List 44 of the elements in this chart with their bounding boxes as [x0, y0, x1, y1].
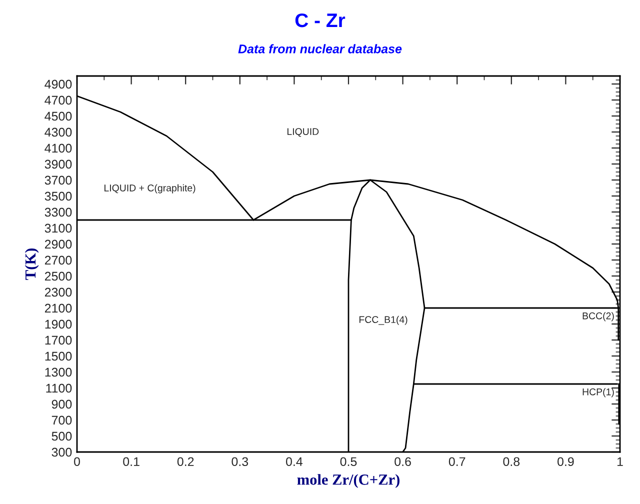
y-tick-label: 1100: [46, 384, 72, 393]
annotation: HCP(1): [582, 388, 614, 398]
y-tick-label: 4900: [44, 80, 72, 89]
y-tick-label: 3100: [44, 224, 72, 233]
y-tick-label: 2700: [44, 256, 72, 265]
x-tick-label: 0.8: [503, 457, 520, 466]
annotation: BCC(2): [582, 312, 614, 322]
x-tick-label: 0.3: [232, 457, 248, 466]
annotation: LIQUID + C(graphite): [104, 184, 196, 194]
y-tick-label: 4700: [44, 96, 72, 105]
annotation: LIQUID: [287, 128, 319, 137]
y-tick-label: 3500: [44, 192, 72, 201]
x-tick-label: 0.7: [448, 457, 466, 466]
y-tick-label: 2900: [44, 240, 72, 249]
annotation: FCC_B1(4): [359, 316, 408, 325]
y-tick-label: 700: [52, 416, 72, 425]
y-tick-label: 1300: [45, 368, 72, 377]
y-axis-title: T(K): [24, 248, 39, 280]
x-tick-label: 0.1: [123, 457, 140, 466]
y-tick-label: 4100: [44, 144, 72, 153]
y-tick-label: 3300: [44, 208, 72, 217]
y-tick-label: 2100: [44, 304, 72, 313]
x-tick-label: 0.9: [558, 457, 574, 466]
y-tick-label: 3900: [44, 160, 72, 169]
y-tick-label: 2300: [44, 288, 72, 297]
y-tick-label: 1700: [45, 336, 72, 345]
chart-title: C - Zr: [295, 13, 346, 28]
chart-subtitle: Data from nuclear database: [238, 44, 402, 54]
x-tick-label: 1: [617, 457, 623, 466]
x-tick-label: 0: [74, 457, 80, 466]
y-tick-label: 900: [52, 400, 72, 409]
y-tick-label: 2500: [44, 272, 72, 281]
x-tick-label: 0.5: [340, 457, 357, 466]
x-tick-label: 0.2: [177, 457, 194, 466]
x-tick-label: 0.6: [394, 457, 411, 466]
x-axis-title: mole Zr/(C+Zr): [297, 474, 400, 488]
y-tick-label: 500: [52, 432, 72, 441]
y-tick-label: 3700: [44, 176, 72, 185]
y-tick-label: 300: [52, 448, 72, 457]
y-tick-label: 1500: [45, 352, 72, 361]
x-tick-label: 0.4: [286, 457, 303, 466]
y-tick-label: 4300: [44, 128, 72, 137]
y-tick-label: 4500: [44, 112, 72, 121]
y-tick-label: 1900: [45, 320, 72, 329]
